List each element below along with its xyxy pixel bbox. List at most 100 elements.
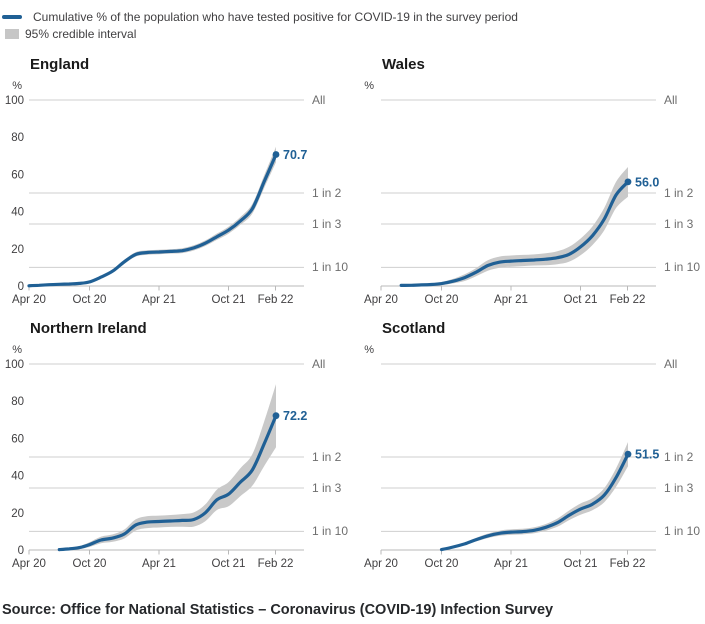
right-axis-labels: All 1 in 2 1 in 3 1 in 10 xyxy=(312,93,348,274)
right-axis-labels: All 1 in 2 1 in 3 1 in 10 xyxy=(664,357,700,538)
end-marker xyxy=(272,412,280,420)
trend-line xyxy=(439,452,630,552)
svg-text:Feb 22: Feb 22 xyxy=(258,294,294,306)
svg-text:1 in 2: 1 in 2 xyxy=(664,450,694,464)
svg-text:1 in 2: 1 in 2 xyxy=(312,186,342,200)
chart-title-scotland: Scotland xyxy=(382,320,446,337)
svg-text:1 in 10: 1 in 10 xyxy=(664,260,700,274)
svg-text:100: 100 xyxy=(5,359,24,371)
x-axis xyxy=(380,285,656,291)
svg-text:80: 80 xyxy=(11,396,24,408)
svg-text:1 in 3: 1 in 3 xyxy=(664,217,694,231)
svg-text:100: 100 xyxy=(5,95,24,107)
svg-text:60: 60 xyxy=(11,169,24,181)
svg-text:40: 40 xyxy=(11,471,24,483)
chart-scotland: Scotland % xyxy=(354,308,705,572)
chart-title-england: England xyxy=(30,56,90,73)
svg-text:Feb 22: Feb 22 xyxy=(610,558,646,570)
svg-text:Oct 20: Oct 20 xyxy=(73,558,107,570)
svg-text:Feb 22: Feb 22 xyxy=(258,558,294,570)
x-tick-labels: Apr 20 Oct 20 Apr 21 Oct 21 Feb 22 xyxy=(364,294,645,306)
chart-england: England % 100 80 60 40 20 0 xyxy=(2,44,354,308)
chart-title-northern-ireland: Northern Ireland xyxy=(30,320,147,337)
trend-line xyxy=(27,152,278,288)
legend-item-trend-line: Cumulative % of the population who have … xyxy=(2,8,705,25)
svg-text:Apr 20: Apr 20 xyxy=(364,294,398,306)
y-tick-labels: 100 80 60 40 20 0 xyxy=(5,359,24,557)
trend-line xyxy=(57,414,278,552)
svg-text:All: All xyxy=(664,93,677,107)
ci-band xyxy=(29,146,276,286)
ci-band xyxy=(59,384,276,550)
trend-line-swatch xyxy=(2,14,22,19)
svg-text:0: 0 xyxy=(18,281,24,293)
svg-text:0: 0 xyxy=(18,545,24,557)
chart-title-wales: Wales xyxy=(382,56,425,73)
svg-text:Oct 21: Oct 21 xyxy=(212,294,246,306)
chart-wales: Wales % Apr xyxy=(354,44,705,308)
svg-text:Oct 21: Oct 21 xyxy=(564,558,598,570)
right-axis-labels: All 1 in 2 1 in 3 1 in 10 xyxy=(664,93,700,274)
svg-text:Apr 20: Apr 20 xyxy=(12,294,46,306)
small-multiples-grid: England % 100 80 60 40 20 0 xyxy=(2,44,705,572)
svg-text:All: All xyxy=(312,357,325,371)
svg-text:1 in 10: 1 in 10 xyxy=(312,524,348,538)
svg-text:Oct 21: Oct 21 xyxy=(564,294,598,306)
y-axis-unit: % xyxy=(364,344,374,356)
svg-text:20: 20 xyxy=(11,508,24,520)
wales-plot: % Apr 20 Oct 20 xyxy=(364,80,700,306)
svg-text:Oct 20: Oct 20 xyxy=(425,294,459,306)
svg-text:Apr 21: Apr 21 xyxy=(142,294,176,306)
england-plot: % 100 80 60 40 20 0 xyxy=(5,80,349,306)
northern-ireland-plot: % 100 80 60 40 20 0 xyxy=(5,344,349,570)
end-value-label: 56.0 xyxy=(635,175,659,189)
y-axis-unit: % xyxy=(364,80,374,92)
svg-text:Oct 20: Oct 20 xyxy=(73,294,107,306)
end-marker xyxy=(624,450,632,458)
svg-text:80: 80 xyxy=(11,132,24,144)
right-axis-labels: All 1 in 2 1 in 3 1 in 10 xyxy=(312,357,348,538)
x-tick-labels: Apr 20 Oct 20 Apr 21 Oct 21 Feb 22 xyxy=(12,558,293,570)
ci-band-swatch xyxy=(5,28,19,39)
legend-trend-line-label: Cumulative % of the population who have … xyxy=(33,9,518,24)
chart-northern-ireland: Northern Ireland % 100 80 60 40 20 0 xyxy=(2,308,354,572)
ci-band xyxy=(401,167,628,286)
trend-line xyxy=(399,180,630,287)
svg-text:1 in 3: 1 in 3 xyxy=(312,217,342,231)
svg-text:All: All xyxy=(664,357,677,371)
svg-text:All: All xyxy=(312,93,325,107)
ci-band xyxy=(441,442,628,550)
scotland-plot: % Apr 20 Oct 20 xyxy=(364,344,700,570)
end-value-label: 51.5 xyxy=(635,448,659,462)
legend-ci-label: 95% credible interval xyxy=(25,26,137,41)
svg-text:60: 60 xyxy=(11,433,24,445)
end-marker xyxy=(272,151,280,158)
x-tick-labels: Apr 20 Oct 20 Apr 21 Oct 21 Feb 22 xyxy=(364,558,645,570)
svg-text:1 in 2: 1 in 2 xyxy=(664,186,694,200)
svg-text:Oct 20: Oct 20 xyxy=(425,558,459,570)
svg-text:Apr 21: Apr 21 xyxy=(494,558,528,570)
svg-text:40: 40 xyxy=(11,207,24,219)
legend-item-credible-interval: 95% credible interval xyxy=(2,25,705,42)
svg-text:Apr 20: Apr 20 xyxy=(364,558,398,570)
legend: Cumulative % of the population who have … xyxy=(2,8,705,42)
svg-text:1 in 3: 1 in 3 xyxy=(312,481,342,495)
svg-text:1 in 10: 1 in 10 xyxy=(664,524,700,538)
gridlines xyxy=(381,363,656,532)
svg-text:Apr 21: Apr 21 xyxy=(142,558,176,570)
source-note: Source: Office for National Statistics –… xyxy=(2,602,554,618)
x-axis xyxy=(28,549,304,555)
svg-text:1 in 3: 1 in 3 xyxy=(664,481,694,495)
svg-text:1 in 2: 1 in 2 xyxy=(312,450,342,464)
y-tick-labels: 100 80 60 40 20 0 xyxy=(5,95,24,293)
end-value-label: 70.7 xyxy=(283,148,307,162)
svg-text:Apr 21: Apr 21 xyxy=(494,294,528,306)
svg-text:Apr 20: Apr 20 xyxy=(12,558,46,570)
gridlines xyxy=(381,99,656,268)
y-axis-unit: % xyxy=(12,80,22,92)
svg-text:Feb 22: Feb 22 xyxy=(610,294,646,306)
end-value-label: 72.2 xyxy=(283,409,307,423)
x-axis xyxy=(28,285,304,291)
svg-text:1 in 10: 1 in 10 xyxy=(312,260,348,274)
